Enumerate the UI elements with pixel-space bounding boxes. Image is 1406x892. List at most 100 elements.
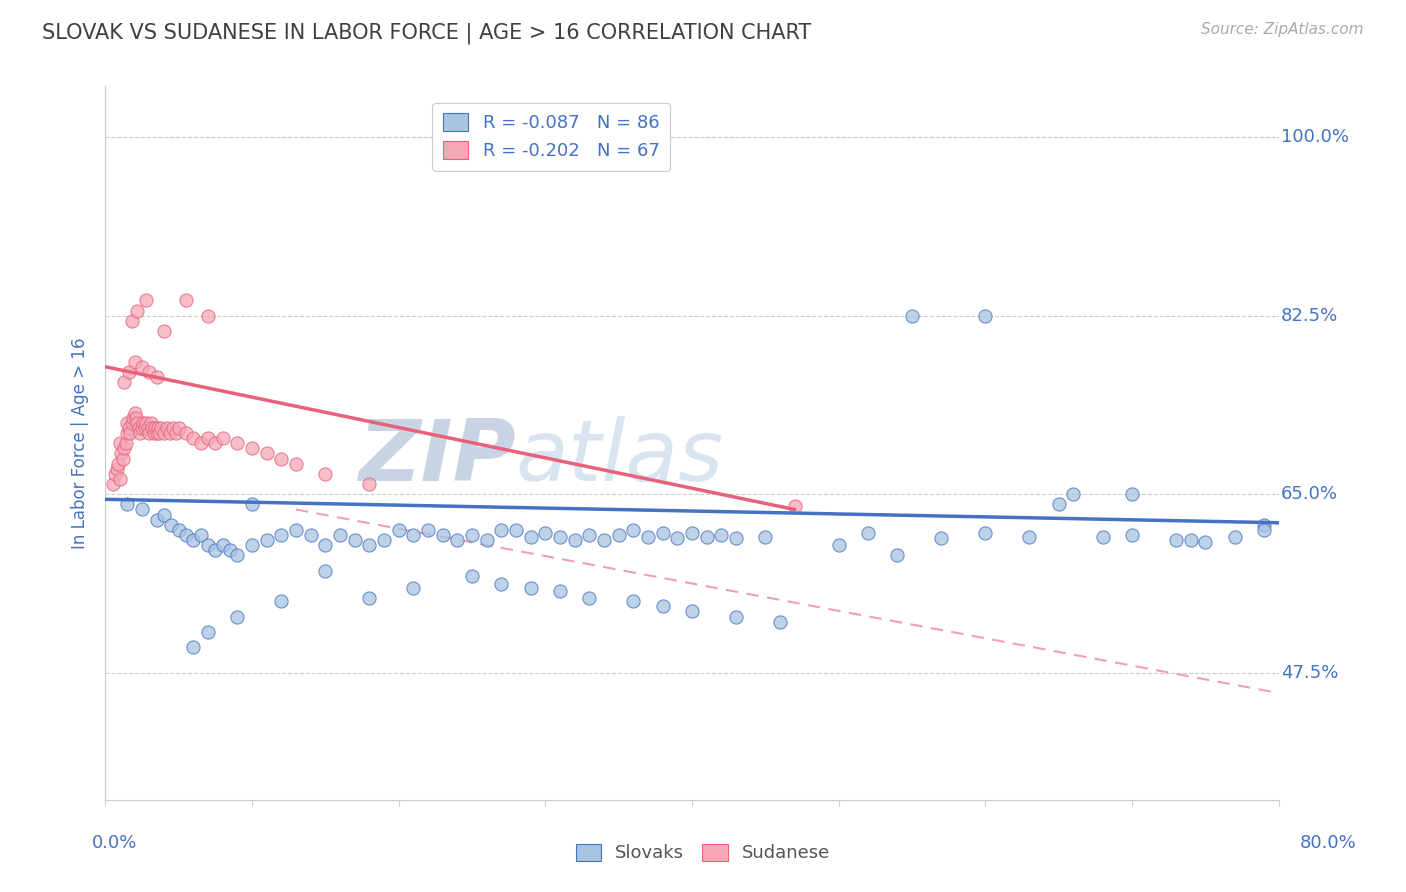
Point (359, 477, 381, 491)
Text: 82.5%: 82.5% (1281, 307, 1339, 325)
Point (129, 425, 152, 440)
Point (256, 446, 278, 460)
Text: 100.0%: 100.0% (1281, 128, 1348, 146)
Text: Source: ZipAtlas.com: Source: ZipAtlas.com (1201, 22, 1364, 37)
Point (211, 538, 233, 552)
Point (115, 416, 138, 430)
Point (104, 467, 127, 481)
Point (145, 425, 167, 440)
Text: 65.0%: 65.0% (1281, 485, 1339, 503)
Point (1223, 530, 1246, 544)
Point (167, 523, 190, 537)
Point (156, 421, 179, 435)
Point (118, 421, 141, 435)
Point (146, 421, 169, 435)
Point (314, 467, 336, 481)
Point (112, 375, 135, 389)
Point (769, 615, 792, 629)
Point (131, 502, 153, 516)
Point (135, 416, 157, 430)
Point (548, 530, 571, 544)
Point (270, 451, 292, 466)
Point (666, 531, 689, 545)
Point (107, 457, 129, 471)
Point (115, 497, 138, 511)
Point (974, 309, 997, 323)
Point (165, 425, 187, 440)
Point (491, 577, 513, 591)
Point (461, 528, 484, 542)
Point (446, 533, 468, 547)
Point (143, 421, 166, 435)
Point (174, 528, 197, 542)
Point (141, 421, 163, 435)
Point (204, 543, 226, 558)
Point (174, 293, 197, 308)
Point (359, 538, 381, 552)
Point (256, 533, 278, 547)
Point (124, 406, 146, 420)
Point (710, 528, 733, 542)
Point (153, 508, 176, 522)
Point (534, 525, 557, 540)
Point (314, 538, 336, 552)
Point (886, 549, 908, 563)
Point (402, 528, 425, 542)
Y-axis label: In Labor Force | Age > 16: In Labor Force | Age > 16 (72, 337, 89, 549)
Point (127, 303, 149, 318)
Point (131, 359, 153, 374)
Point (110, 446, 132, 460)
Point (284, 457, 307, 471)
Point (181, 640, 204, 654)
Legend: R = -0.087   N = 86, R = -0.202   N = 67: R = -0.087 N = 86, R = -0.202 N = 67 (432, 103, 671, 171)
Point (564, 533, 586, 547)
Point (138, 365, 160, 379)
Point (783, 500, 806, 514)
Point (134, 421, 156, 435)
Point (240, 497, 263, 511)
Point (138, 425, 160, 440)
Point (122, 410, 145, 425)
Point (197, 431, 219, 445)
Point (299, 528, 322, 542)
Legend: Slovaks, Sudanese: Slovaks, Sudanese (568, 837, 838, 870)
Point (124, 354, 146, 368)
Point (270, 594, 292, 608)
Point (136, 421, 159, 435)
Point (505, 523, 527, 537)
Point (343, 533, 366, 547)
Point (724, 609, 747, 624)
Text: 47.5%: 47.5% (1281, 664, 1339, 681)
Point (519, 581, 541, 595)
Point (148, 425, 170, 440)
Point (548, 584, 571, 599)
Point (226, 436, 249, 450)
Point (162, 421, 184, 435)
Point (1164, 533, 1187, 547)
Point (696, 530, 718, 544)
Point (226, 549, 249, 563)
Point (1253, 517, 1275, 532)
Point (593, 533, 616, 547)
Point (145, 370, 167, 384)
Point (607, 528, 630, 542)
Point (181, 431, 204, 445)
Point (974, 525, 997, 540)
Point (329, 528, 352, 542)
Point (1253, 523, 1275, 537)
Point (153, 425, 176, 440)
Point (651, 525, 673, 540)
Point (139, 416, 162, 430)
Point (131, 421, 153, 435)
Point (901, 309, 924, 323)
Point (402, 581, 425, 595)
Point (219, 543, 242, 558)
Point (827, 538, 849, 552)
Point (314, 564, 336, 578)
Point (125, 410, 148, 425)
Point (578, 528, 600, 542)
Point (1121, 487, 1143, 501)
Point (108, 472, 131, 486)
Point (491, 523, 513, 537)
Point (197, 538, 219, 552)
